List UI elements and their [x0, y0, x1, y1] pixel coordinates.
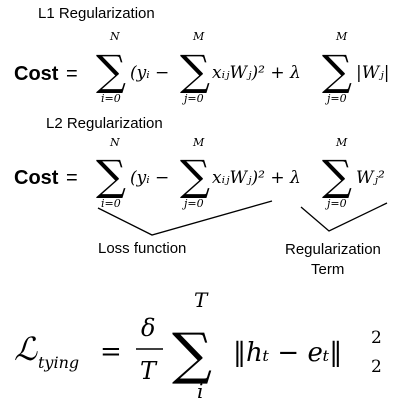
tying-frac-den: T	[140, 357, 158, 385]
l1-sum-upper-m-reg: M	[335, 30, 348, 43]
tying-equals: =	[100, 337, 122, 367]
l1-sum-upper-m: M	[192, 30, 205, 43]
l2-sum-i-symbol: ∑	[96, 151, 126, 200]
tying-lhs-sub: tying	[38, 353, 79, 372]
l1-sum-upper-n: N	[109, 30, 120, 43]
tying-formula: ℒ tying = δ T T ∑ i ‖hₜ − eₜ‖ 2 2	[14, 288, 382, 403]
l1-title: L1 Regularization	[38, 5, 155, 22]
l1-sum-j-symbol: ∑	[180, 46, 210, 95]
l1-equals: =	[66, 63, 78, 85]
tying-exp: 2	[371, 328, 382, 348]
l2-sum-reg-symbol: ∑	[322, 151, 352, 200]
l2-formula: Cost = N ∑ i=0 (yᵢ − M ∑ j=0 xᵢⱼWⱼ)² + λ…	[14, 136, 385, 210]
regularization-label-line2: Term	[311, 261, 344, 278]
l2-title: L2 Regularization	[46, 115, 163, 132]
regularization-bracket	[300, 202, 388, 232]
l2-term: xᵢⱼWⱼ)² + λ	[212, 168, 301, 188]
regularization-label-line1: Regularization	[285, 241, 381, 258]
l2-sum-lower-j: j=0	[181, 197, 204, 210]
l2-cost-label: Cost	[14, 167, 59, 189]
l2-reg: Wⱼ²	[356, 168, 385, 188]
l2-sum-upper-m-reg: M	[335, 136, 348, 149]
l2-inner: (yᵢ −	[130, 168, 169, 188]
l1-formula: Cost = N ∑ i=0 (yᵢ − M ∑ j=0 xᵢⱼWⱼ)² + λ…	[14, 30, 389, 105]
annotation-brackets	[97, 200, 388, 236]
l1-sum-lower-i: i=0	[101, 92, 121, 105]
l2-sum-upper-m: M	[192, 136, 205, 149]
l1-term: xᵢⱼWⱼ)² + λ	[212, 63, 301, 83]
l1-sum-lower-j-reg: j=0	[324, 92, 347, 105]
tying-sub: 2	[371, 357, 382, 377]
l1-reg: |Wⱼ|	[356, 63, 389, 83]
tying-sum-upper: T	[194, 288, 209, 312]
l1-inner: (yᵢ −	[130, 63, 169, 83]
tying-sum-symbol: ∑	[172, 322, 212, 387]
l1-cost-label: Cost	[14, 63, 59, 85]
l1-sum-i-symbol: ∑	[96, 46, 126, 95]
tying-lhs: ℒ	[14, 330, 38, 368]
l2-equals: =	[66, 167, 78, 189]
l2-sum-lower-i: i=0	[101, 197, 121, 210]
l1-sum-lower-j: j=0	[181, 92, 204, 105]
loss-bracket	[97, 200, 273, 236]
loss-function-label: Loss function	[98, 240, 186, 257]
l2-sum-upper-n: N	[109, 136, 120, 149]
tying-body: ‖hₜ − eₜ‖	[233, 338, 342, 368]
l2-sum-j-symbol: ∑	[180, 151, 210, 200]
tying-sum-lower: i	[197, 379, 203, 403]
l1-sum-reg-symbol: ∑	[322, 46, 352, 95]
tying-frac-num: δ	[141, 314, 155, 342]
l2-sum-lower-j-reg: j=0	[324, 197, 347, 210]
